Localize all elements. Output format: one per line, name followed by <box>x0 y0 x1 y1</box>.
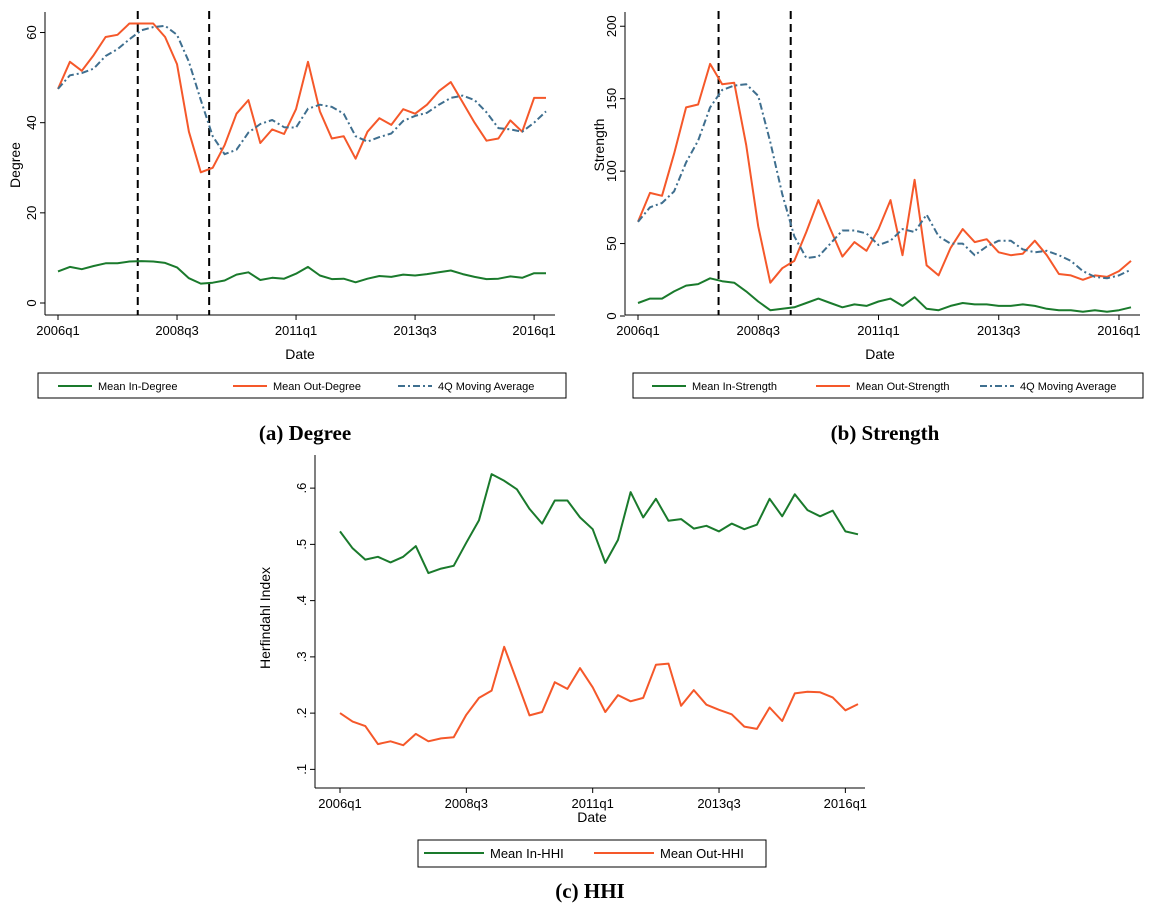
y-tick-label: .4 <box>294 595 309 606</box>
legend-label-ma: 4Q Moving Average <box>438 381 534 393</box>
legend-label-out: Mean Out-HHI <box>660 846 744 861</box>
y-tick-label: 0 <box>604 312 619 319</box>
series-line-out <box>339 645 859 747</box>
x-tick-label: 2013q3 <box>977 323 1020 338</box>
legend-label-out: Mean Out-Degree <box>273 381 361 393</box>
x-tick-label: 2011q1 <box>857 323 899 338</box>
x-tick-label: 2008q3 <box>155 323 198 338</box>
y-tick-label: 20 <box>24 206 39 220</box>
legend-box <box>632 372 1144 399</box>
y-axis-title: Herfindahl Index <box>257 567 273 669</box>
caption-c: (c) HHI <box>555 879 624 903</box>
caption-a: (a) Degree <box>259 421 351 445</box>
panel-hhi: .1 .2 .3 .4 .5 .6 2006q1 2008q3 2011q1 2013q3 201… <box>257 455 867 868</box>
series-line-in <box>339 473 859 575</box>
x-tick-label: 2013q3 <box>697 796 740 811</box>
x-axis-title: Date <box>285 346 315 362</box>
y-tick-label: 60 <box>24 25 39 39</box>
x-tick-label: 2006q1 <box>318 796 361 811</box>
caption-b: (b) Strength <box>831 421 940 445</box>
legend: Mean In-HHI Mean Out-HHI <box>417 839 767 868</box>
legend-label-out: Mean Out-Strength <box>856 381 950 393</box>
y-tick-label: 40 <box>24 115 39 129</box>
y-tick-label: .2 <box>294 708 309 719</box>
panel-degree: 0 20 40 60 2006q1 2008q3 2011q1 2013q3 2016q1 D… <box>7 11 567 399</box>
x-tick-label: 2008q3 <box>445 796 488 811</box>
series-line-in <box>637 277 1132 313</box>
x-axis-title: Date <box>865 346 895 362</box>
y-tick-label: 0 <box>24 299 39 306</box>
x-axis-title: Date <box>577 809 607 825</box>
y-axis-title: Degree <box>7 142 23 188</box>
x-tick-label: 2011q1 <box>275 323 317 338</box>
y-tick-label: 150 <box>604 88 619 110</box>
legend: Mean In-Degree Mean Out-Degree 4Q Moving… <box>37 372 567 399</box>
x-tick-label: 2011q1 <box>571 796 613 811</box>
legend-box <box>417 839 767 868</box>
y-tick-label: 100 <box>604 160 619 182</box>
legend-label-in: Mean In-HHI <box>490 846 564 861</box>
series-line-ma <box>57 24 547 156</box>
x-tick-label: 2016q1 <box>1097 323 1140 338</box>
x-tick-label: 2006q1 <box>36 323 79 338</box>
y-tick-label: 50 <box>604 236 619 250</box>
x-tick-label: 2006q1 <box>616 323 659 338</box>
x-tick-label: 2013q3 <box>393 323 436 338</box>
y-tick-label: 200 <box>604 15 619 37</box>
y-tick-label: .6 <box>294 483 309 494</box>
legend-box <box>37 372 567 399</box>
y-tick-label: .1 <box>294 764 309 775</box>
y-tick-label: .3 <box>294 651 309 662</box>
series-line-in <box>57 260 546 285</box>
legend-label-ma: 4Q Moving Average <box>1020 381 1116 393</box>
y-axis-title: Strength <box>591 119 607 172</box>
x-tick-label: 2016q1 <box>512 323 555 338</box>
series-line-out <box>57 22 546 174</box>
series-line-ma <box>637 83 1132 280</box>
panel-strength: 0 50 100 150 200 2006q1 2008q3 2011q1 2013q3 201… <box>591 11 1144 399</box>
legend: Mean In-Strength Mean Out-Strength 4Q Mo… <box>632 372 1144 399</box>
x-tick-label: 2008q3 <box>737 323 780 338</box>
y-tick-label: .5 <box>294 539 309 550</box>
legend-label-in: Mean In-Degree <box>98 381 178 393</box>
x-tick-label: 2016q1 <box>824 796 867 811</box>
legend-label-in: Mean In-Strength <box>692 381 777 393</box>
series-line-out <box>637 62 1132 284</box>
